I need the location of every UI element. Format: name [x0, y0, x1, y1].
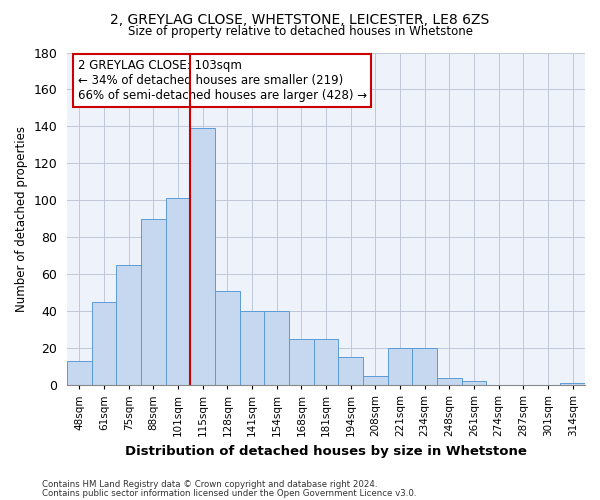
Bar [116, 265, 141, 385]
Bar [289, 339, 314, 385]
Bar [190, 128, 215, 385]
Bar [437, 378, 462, 385]
Bar [67, 361, 92, 385]
Bar [166, 198, 190, 385]
Bar [265, 311, 289, 385]
Bar [141, 219, 166, 385]
Bar [363, 376, 388, 385]
Text: Contains HM Land Registry data © Crown copyright and database right 2024.: Contains HM Land Registry data © Crown c… [42, 480, 377, 489]
Text: 2 GREYLAG CLOSE: 103sqm
← 34% of detached houses are smaller (219)
66% of semi-d: 2 GREYLAG CLOSE: 103sqm ← 34% of detache… [77, 59, 367, 102]
Bar [560, 383, 585, 385]
Y-axis label: Number of detached properties: Number of detached properties [15, 126, 28, 312]
X-axis label: Distribution of detached houses by size in Whetstone: Distribution of detached houses by size … [125, 444, 527, 458]
Bar [240, 311, 265, 385]
Bar [92, 302, 116, 385]
Bar [388, 348, 412, 385]
Bar [338, 358, 363, 385]
Text: Size of property relative to detached houses in Whetstone: Size of property relative to detached ho… [128, 25, 473, 38]
Bar [462, 382, 487, 385]
Text: 2, GREYLAG CLOSE, WHETSTONE, LEICESTER, LE8 6ZS: 2, GREYLAG CLOSE, WHETSTONE, LEICESTER, … [110, 12, 490, 26]
Bar [314, 339, 338, 385]
Bar [215, 291, 240, 385]
Text: Contains public sector information licensed under the Open Government Licence v3: Contains public sector information licen… [42, 490, 416, 498]
Bar [412, 348, 437, 385]
